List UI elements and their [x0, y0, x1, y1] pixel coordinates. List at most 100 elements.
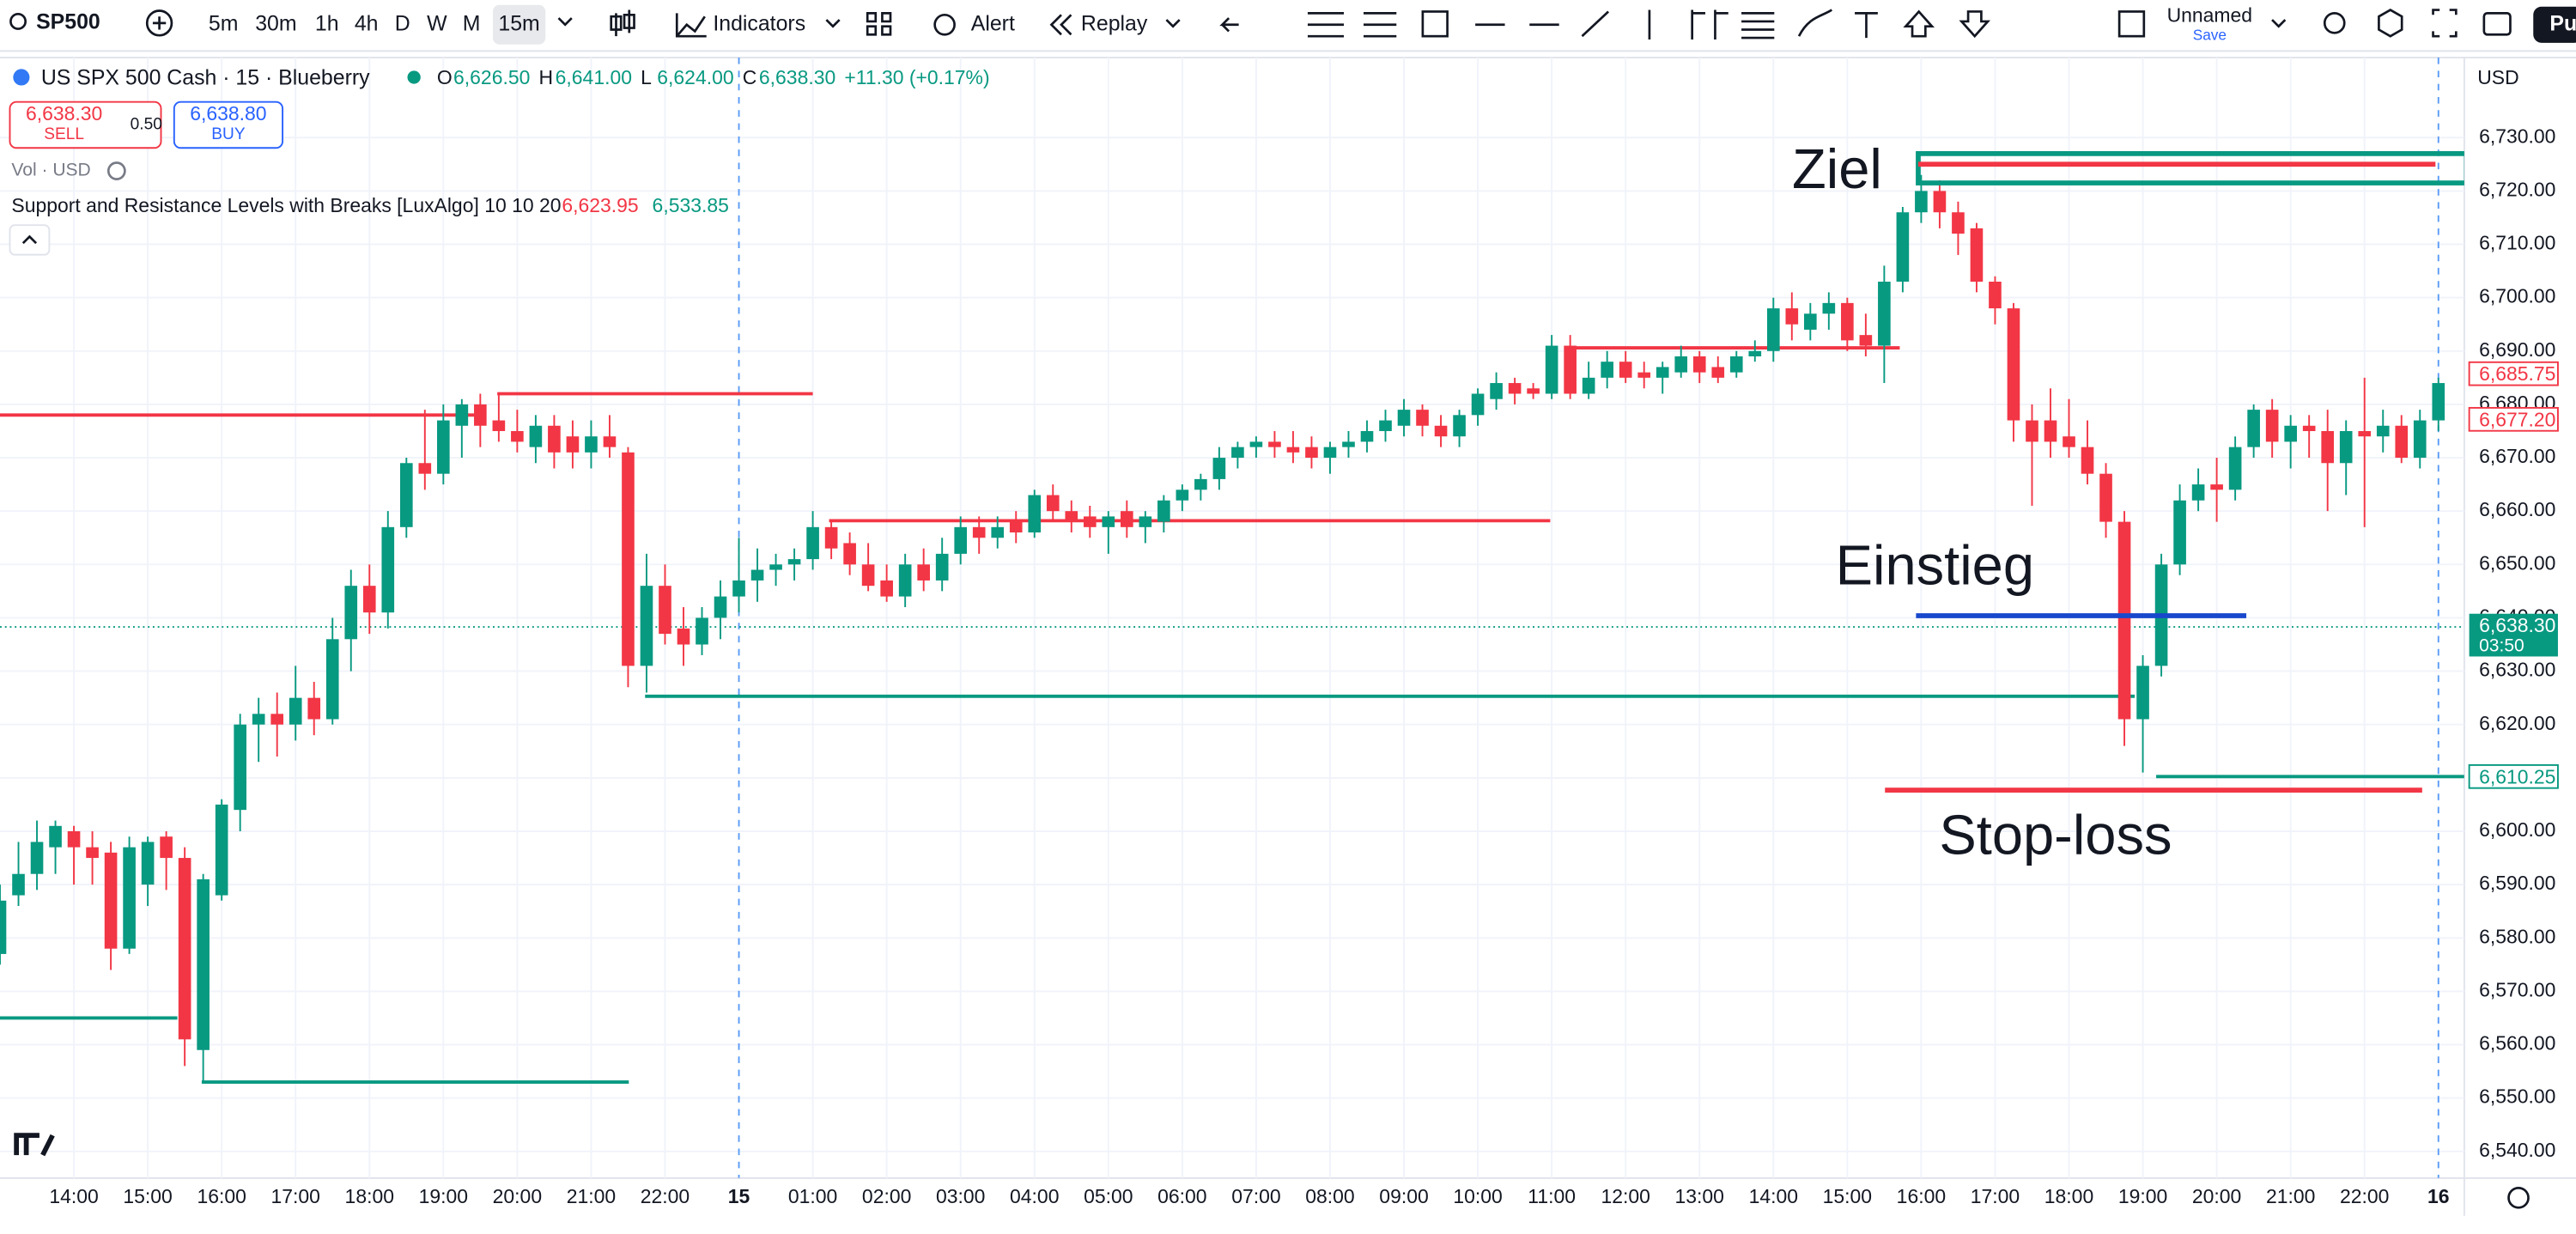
- y-tick-label: 6,580.00: [2479, 925, 2555, 947]
- replay-menu[interactable]: [1165, 19, 1181, 28]
- interval-button[interactable]: M: [463, 11, 481, 35]
- replay-icon[interactable]: [1049, 14, 1072, 36]
- layout-icon[interactable]: [2117, 10, 2146, 38]
- sell-button[interactable]: [9, 100, 162, 149]
- candle-body: [696, 617, 708, 645]
- publish-button[interactable]: [2533, 6, 2576, 43]
- x-tick-label: 21:00: [2266, 1185, 2315, 1207]
- interval-menu[interactable]: [557, 17, 573, 27]
- candle-body: [511, 430, 524, 442]
- candle-body: [640, 586, 653, 666]
- candle-body: [1102, 516, 1115, 527]
- candle-body: [2191, 484, 2205, 501]
- hide-icon[interactable]: [106, 161, 126, 180]
- interval-button[interactable]: 15m: [498, 11, 539, 35]
- tool-icon[interactable]: [1797, 9, 1833, 37]
- interval-button[interactable]: 4h: [355, 11, 379, 35]
- candle-body: [880, 580, 893, 597]
- quick-search-icon[interactable]: [2323, 12, 2346, 34]
- templates-icon[interactable]: [866, 12, 892, 36]
- tool-icon[interactable]: [1364, 12, 1397, 38]
- candle-body: [1711, 367, 1725, 378]
- candle-body: [2099, 473, 2112, 522]
- alert-button[interactable]: Alert: [971, 11, 1015, 35]
- x-tick-label: 15:00: [1823, 1185, 1872, 1207]
- x-tick-label: 22:00: [2340, 1185, 2389, 1207]
- layout-name[interactable]: Unnamed: [2167, 3, 2252, 26]
- replay-button[interactable]: Replay: [1081, 11, 1148, 35]
- x-tick-label: 12:00: [1601, 1185, 1649, 1207]
- candle-body: [824, 526, 838, 549]
- candle-body: [659, 586, 671, 635]
- layout-menu[interactable]: [2271, 19, 2287, 28]
- candle-body: [585, 436, 598, 453]
- candle-body: [362, 586, 376, 613]
- tool-icon[interactable]: [1691, 9, 1705, 40]
- fullscreen-icon[interactable]: [2432, 9, 2458, 38]
- alert-icon[interactable]: [933, 13, 956, 36]
- candle-body: [1841, 302, 1854, 341]
- tool-icon[interactable]: [1855, 12, 1878, 39]
- price-tag: [2468, 763, 2559, 789]
- tool-icon[interactable]: [1714, 9, 1728, 40]
- indicators-menu[interactable]: [825, 19, 841, 28]
- snapshot-icon[interactable]: [2482, 12, 2512, 36]
- tool-icon[interactable]: [1307, 12, 1345, 38]
- axis-settings-icon[interactable]: [2507, 1187, 2530, 1209]
- interval-button[interactable]: D: [395, 11, 410, 35]
- candle-body: [750, 569, 764, 581]
- sell-price[interactable]: 6,638.30: [26, 102, 102, 125]
- settings-icon[interactable]: [2378, 9, 2403, 38]
- undo-icon[interactable]: [1219, 17, 1239, 33]
- indicators-button[interactable]: Indicators: [713, 11, 805, 35]
- plot: [0, 151, 2464, 1084]
- candle-body: [2136, 666, 2149, 720]
- currency[interactable]: USD: [2477, 66, 2518, 88]
- tool-icon[interactable]: [1421, 10, 1449, 38]
- toolbar: SP500 5m 30m 1h 4h D W M 15m Indicators Alert R…: [0, 3, 2576, 52]
- candle-body: [492, 420, 506, 431]
- y-tick-label: 6,540.00: [2479, 1139, 2555, 1161]
- buy-price[interactable]: 6,638.80: [190, 102, 266, 125]
- candle-body: [1157, 500, 1170, 522]
- candle-body: [344, 586, 358, 640]
- candle-body: [2247, 410, 2260, 447]
- sell-label[interactable]: SELL: [44, 125, 84, 143]
- x-tick-label: 07:00: [1231, 1185, 1280, 1207]
- add-symbol-icon[interactable]: [145, 9, 173, 37]
- price-tag-label: 6,677.20: [2479, 408, 2555, 430]
- indicators-icon[interactable]: [675, 13, 707, 38]
- countdown-label: 03:50: [2479, 636, 2524, 656]
- tool-icon[interactable]: [1741, 12, 1775, 40]
- buy-label[interactable]: BUY: [211, 125, 246, 143]
- search-icon[interactable]: [9, 12, 27, 30]
- save-label[interactable]: Save: [2193, 27, 2227, 44]
- candle-body: [2321, 430, 2335, 464]
- candle-body: [0, 900, 7, 954]
- interval-button[interactable]: 5m: [209, 11, 239, 35]
- publish-label[interactable]: Pu: [2549, 11, 2576, 35]
- candle-body: [603, 436, 617, 447]
- chart-type-icon[interactable]: [610, 9, 635, 37]
- candle-body: [1527, 388, 1540, 394]
- candle-body: [2284, 425, 2297, 442]
- tool-icon[interactable]: [1903, 9, 1935, 38]
- candle-body: [1323, 447, 1337, 459]
- candle-body: [2063, 436, 2075, 447]
- candle-body: [1471, 393, 1485, 416]
- candle-body: [1989, 282, 2002, 309]
- candle-body: [1970, 228, 1984, 283]
- symbol[interactable]: SP500: [36, 9, 100, 33]
- buy-button[interactable]: [173, 100, 284, 149]
- candle-body: [30, 842, 44, 874]
- tool-icon[interactable]: [1581, 10, 1610, 38]
- candle-body: [1434, 425, 1448, 437]
- collapse-button[interactable]: [9, 224, 51, 256]
- interval-button[interactable]: 1h: [315, 11, 339, 35]
- candle-body: [270, 714, 284, 725]
- x-tick-label: 17:00: [271, 1185, 320, 1207]
- tool-icon[interactable]: [1959, 10, 1991, 39]
- interval-button[interactable]: W: [427, 11, 447, 35]
- interval-button[interactable]: 30m: [255, 11, 296, 35]
- drawing-label: Stop-loss: [1939, 804, 2172, 866]
